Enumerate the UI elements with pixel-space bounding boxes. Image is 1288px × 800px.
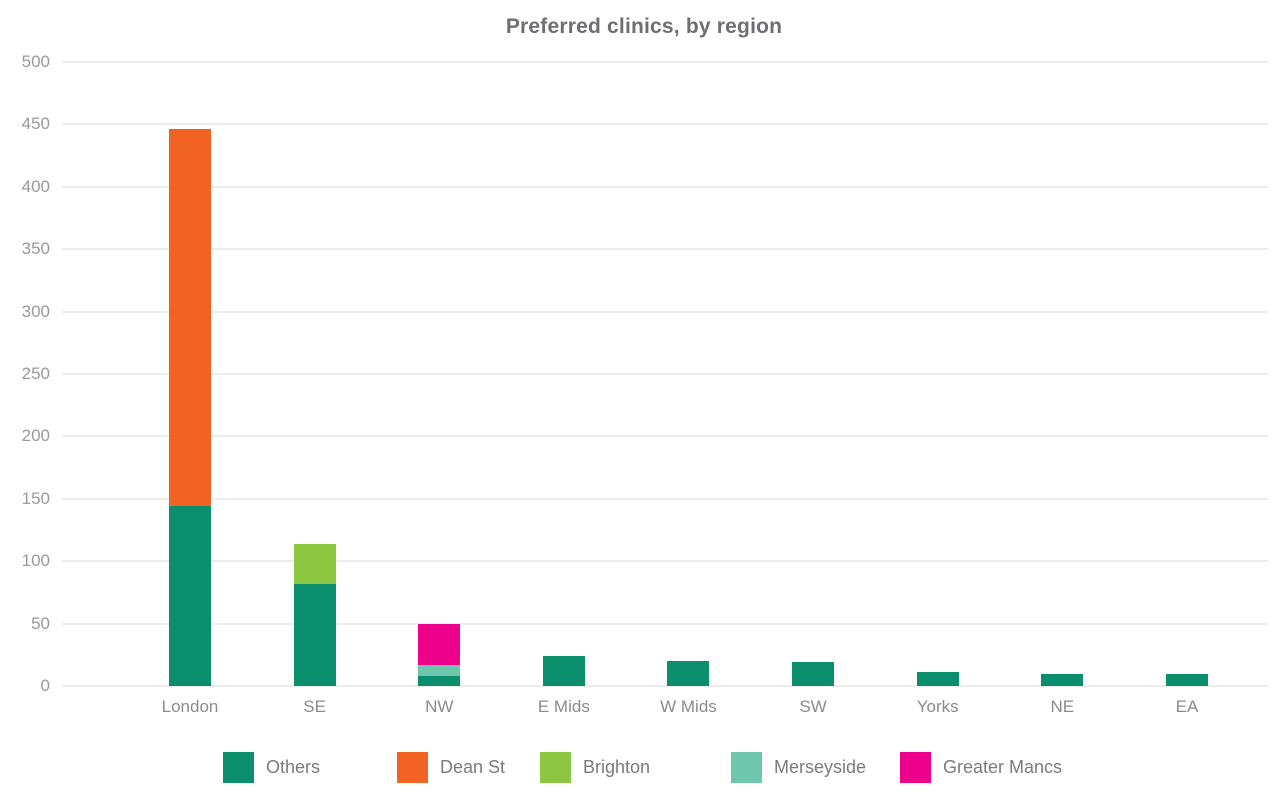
x-axis-label: Yorks xyxy=(916,697,959,716)
x-axis-label: SE xyxy=(303,697,326,716)
y-axis-label: 100 xyxy=(21,551,50,571)
bar-segment-merseyside-nw xyxy=(418,664,461,676)
legend-label-greater-mancs: Greater Mancs xyxy=(943,757,1063,777)
grid-line xyxy=(62,248,1268,251)
x-axis-label: EA xyxy=(1175,697,1199,716)
bar-segment-others-ea xyxy=(1165,673,1208,686)
legend-swatch-dean-st xyxy=(397,752,428,783)
grid-line xyxy=(62,373,1268,375)
grid-line xyxy=(62,622,1268,625)
grid-line xyxy=(62,123,1268,126)
x-axis-label: NE xyxy=(1050,697,1075,716)
legend-swatch-others xyxy=(223,752,254,783)
legend-label-others: Others xyxy=(266,757,321,777)
x-axis-label: SW xyxy=(799,697,827,716)
y-axis-label: 350 xyxy=(21,239,50,259)
bar-segment-others-sw xyxy=(792,662,835,686)
grid-line xyxy=(62,185,1268,188)
grid-line xyxy=(62,310,1268,313)
legend-label-merseyside: Merseyside xyxy=(774,757,867,777)
bar-segment-others-yorks xyxy=(916,672,959,686)
grid-line xyxy=(62,435,1268,438)
chart-title: Preferred clinics, by region xyxy=(505,15,783,38)
legend-swatch-merseyside xyxy=(731,752,762,783)
legend-label-brighton: Brighton xyxy=(583,757,651,777)
legend-label-dean-st: Dean St xyxy=(440,757,506,777)
y-axis-label: 250 xyxy=(21,364,50,383)
y-axis-label: 450 xyxy=(21,114,50,134)
y-axis-label: 400 xyxy=(21,176,50,196)
grid-line xyxy=(62,497,1268,500)
grid-line xyxy=(62,560,1268,563)
bar-segment-others-london xyxy=(169,506,211,686)
x-axis-label: London xyxy=(161,697,219,716)
y-axis-label: 200 xyxy=(21,426,50,446)
bar-segment-others-ne xyxy=(1041,673,1084,686)
y-axis-label: 500 xyxy=(21,52,50,71)
x-axis-label: E Mids xyxy=(537,697,590,716)
bar-segment-others-e-mids xyxy=(542,656,585,686)
x-axis-label: NW xyxy=(425,697,454,716)
bar-segment-dean-st-london xyxy=(169,129,211,507)
y-axis-label: 50 xyxy=(31,613,50,633)
x-axis-label: W Mids xyxy=(660,697,717,716)
bar-segment-others-se xyxy=(293,583,336,686)
grid-line xyxy=(62,61,1268,63)
bar-segment-others-nw xyxy=(418,676,461,686)
grid-line xyxy=(62,685,1268,687)
bar-segment-brighton-se xyxy=(293,543,336,584)
y-axis-label: 0 xyxy=(40,676,50,695)
bar-segment-greater-mancs-nw xyxy=(418,623,461,665)
legend-swatch-greater-mancs xyxy=(900,752,931,783)
legend-swatch-brighton xyxy=(540,752,571,783)
bar-segment-others-w-mids xyxy=(667,661,710,686)
y-axis-label: 300 xyxy=(21,301,50,321)
y-axis-label: 150 xyxy=(21,488,50,508)
